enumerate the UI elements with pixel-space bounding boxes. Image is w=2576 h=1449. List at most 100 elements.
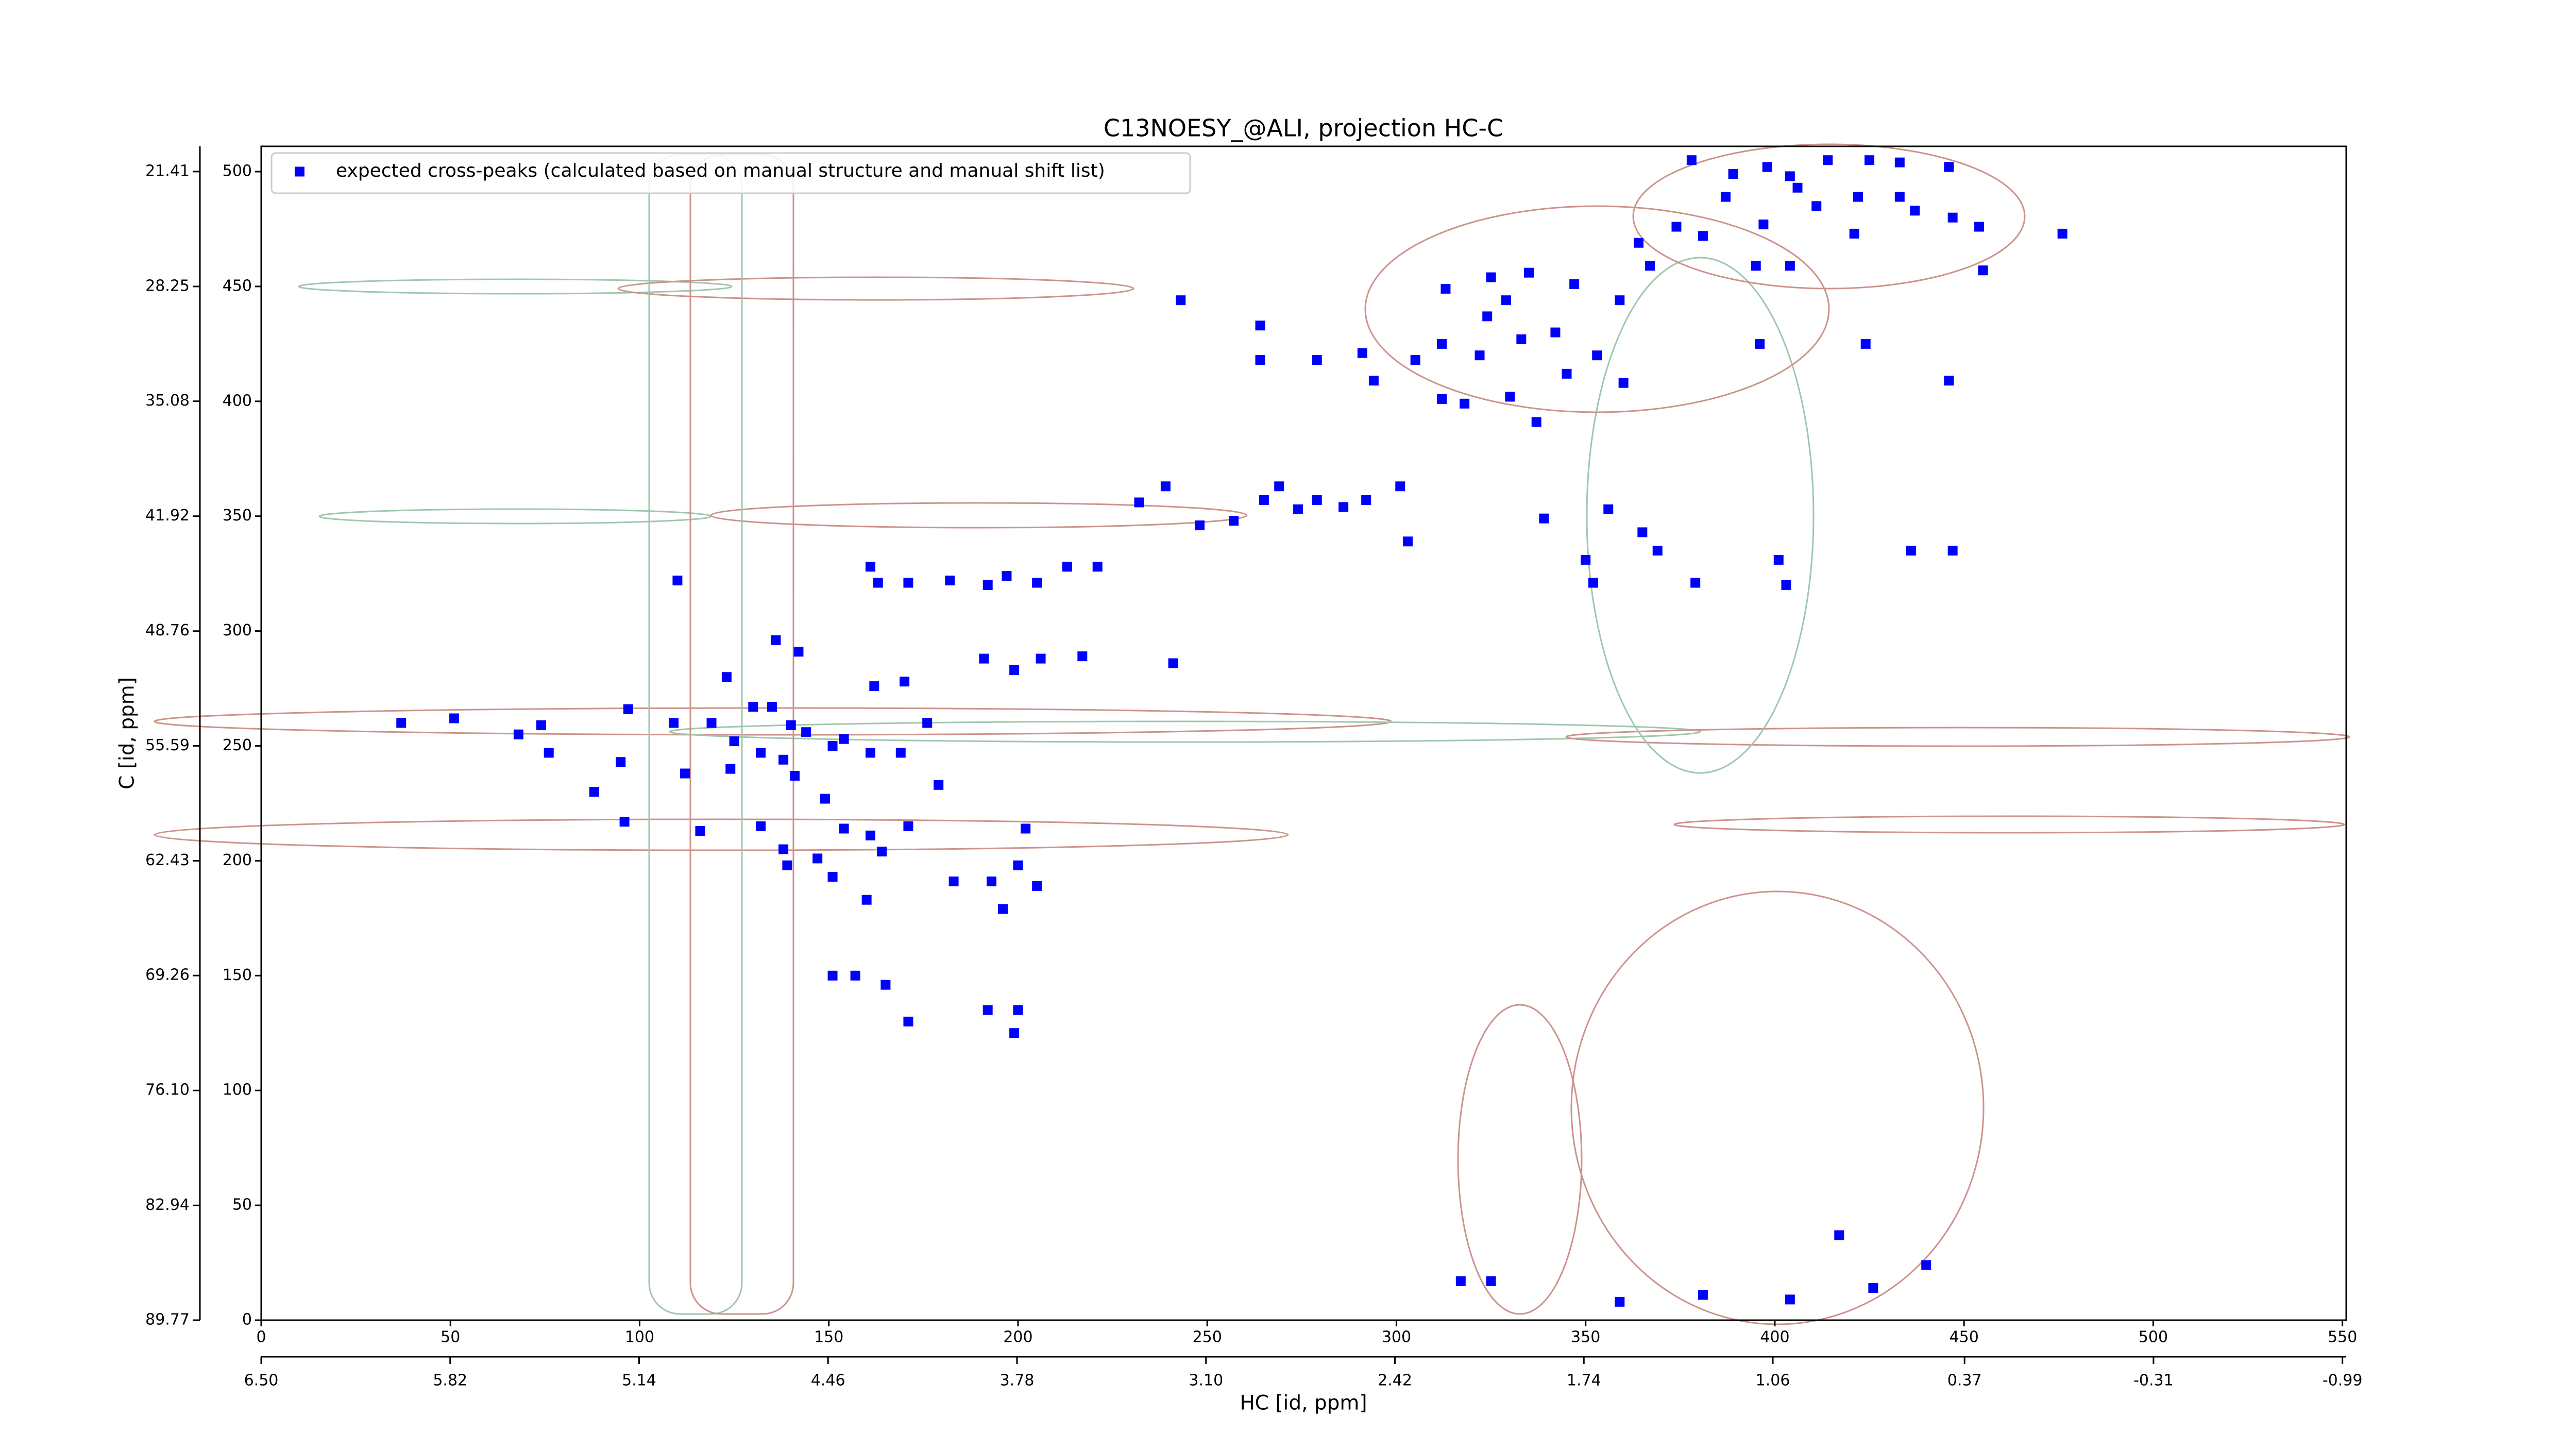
cross-peak [1652,546,1663,556]
x-tick-label: 450 [1950,1328,1979,1346]
cross-peak [1634,238,1644,248]
cross-peak [1921,1260,1931,1270]
cross-peak [1168,658,1178,668]
cross-peak [1944,162,1954,172]
cross-peak [1338,502,1349,512]
cross-peak [725,764,736,774]
y2-tick-label: 76.10 [145,1081,190,1099]
cross-peak [672,576,683,586]
cross-peak [1255,355,1265,365]
cross-peak [895,748,906,758]
y2-tick-label: 35.08 [145,392,190,410]
cross-peak [839,823,849,834]
cross-peak [1944,376,1954,386]
x-tick-label: 0 [256,1328,266,1346]
cross-peak [1834,1230,1844,1240]
cross-peak [721,672,732,682]
cross-peak [1906,546,1916,556]
cross-peak [903,1016,913,1026]
y2-tick-label: 21.41 [145,162,190,180]
cross-peak [782,860,792,870]
x2-tick-label: 3.78 [1000,1372,1035,1390]
cross-peak [1894,157,1905,167]
cross-peak [866,748,876,758]
y2-tick-label: 41.92 [145,507,190,525]
y-tick-label: 200 [223,851,252,869]
cross-peak [1395,481,1405,492]
cross-peak [1781,580,1791,590]
cross-peak [1357,348,1367,358]
y2-tick-label: 28.25 [145,277,190,295]
cross-peak [1588,578,1598,588]
cross-peak [1592,350,1602,361]
y-tick-label: 0 [242,1311,252,1329]
cross-peak [1860,339,1871,349]
cross-peak [1009,665,1020,675]
cross-peak [945,576,955,586]
cross-peak [900,677,910,687]
cross-peak [1229,516,1239,526]
legend-marker [295,166,304,177]
cross-peak [729,736,739,747]
cross-peak [1947,212,1958,223]
cross-peak [1823,155,1833,165]
cross-peak [1792,182,1803,193]
cross-peak [987,877,997,887]
cross-peak [1849,228,1859,239]
plot-frame [260,145,2347,1321]
cross-peak [1755,339,1765,349]
cross-peak [998,904,1008,914]
y-tick-label: 500 [223,162,252,180]
cross-peak [1032,578,1042,588]
cross-peak [1785,1294,1795,1305]
cross-peak [756,821,766,832]
y-tick-label: 450 [223,277,252,295]
cross-peak [1505,392,1515,402]
x2-tick-label: -0.31 [2133,1372,2174,1390]
cross-peak [866,830,876,840]
x2-tick-label: 1.74 [1567,1372,1601,1390]
cross-peak [1581,554,1591,565]
cross-peak [778,844,789,854]
y-tick-label: 300 [223,621,252,639]
cross-peak [1773,554,1784,565]
cross-peak [1013,860,1023,870]
cross-peak [396,718,406,728]
cross-peak [873,578,883,588]
x-tick-label: 350 [1571,1328,1600,1346]
cross-peak [1293,504,1303,514]
cross-peak [982,580,993,590]
cross-peak [1486,1276,1496,1286]
cross-peak [839,734,849,744]
cross-peak [1550,327,1561,338]
cross-peak [1255,321,1265,331]
cross-peak [1176,295,1186,306]
cross-peak [778,754,789,765]
cross-peak [513,729,523,739]
cross-peak [1361,495,1371,506]
cross-peak [1160,481,1171,492]
cross-peak [827,741,838,751]
cross-peak [801,727,811,737]
y2-tick-label: 48.76 [145,621,190,639]
cross-peak [1475,350,1485,361]
cross-peak [850,970,860,981]
cross-peak [1698,231,1708,241]
cross-peak [619,817,630,827]
x2-tick-label: 2.42 [1378,1372,1412,1390]
cross-peak [1455,1276,1466,1286]
cross-peak [1482,311,1493,322]
cross-peak [1762,162,1772,172]
cross-peak [2057,228,2067,239]
y2-tick-label: 89.77 [145,1311,190,1329]
y-tick-label: 100 [223,1081,252,1099]
x2-tick-label: 6.50 [244,1372,279,1390]
cross-peak [1603,504,1614,514]
cross-peak [1645,261,1655,271]
cross-peak [790,770,800,781]
x2-tick-label: 0.37 [1947,1372,1982,1390]
x-tick-label: 300 [1382,1328,1411,1346]
cross-peak [748,702,758,712]
cross-peak [866,562,876,572]
x-tick-label: 550 [2328,1328,2357,1346]
